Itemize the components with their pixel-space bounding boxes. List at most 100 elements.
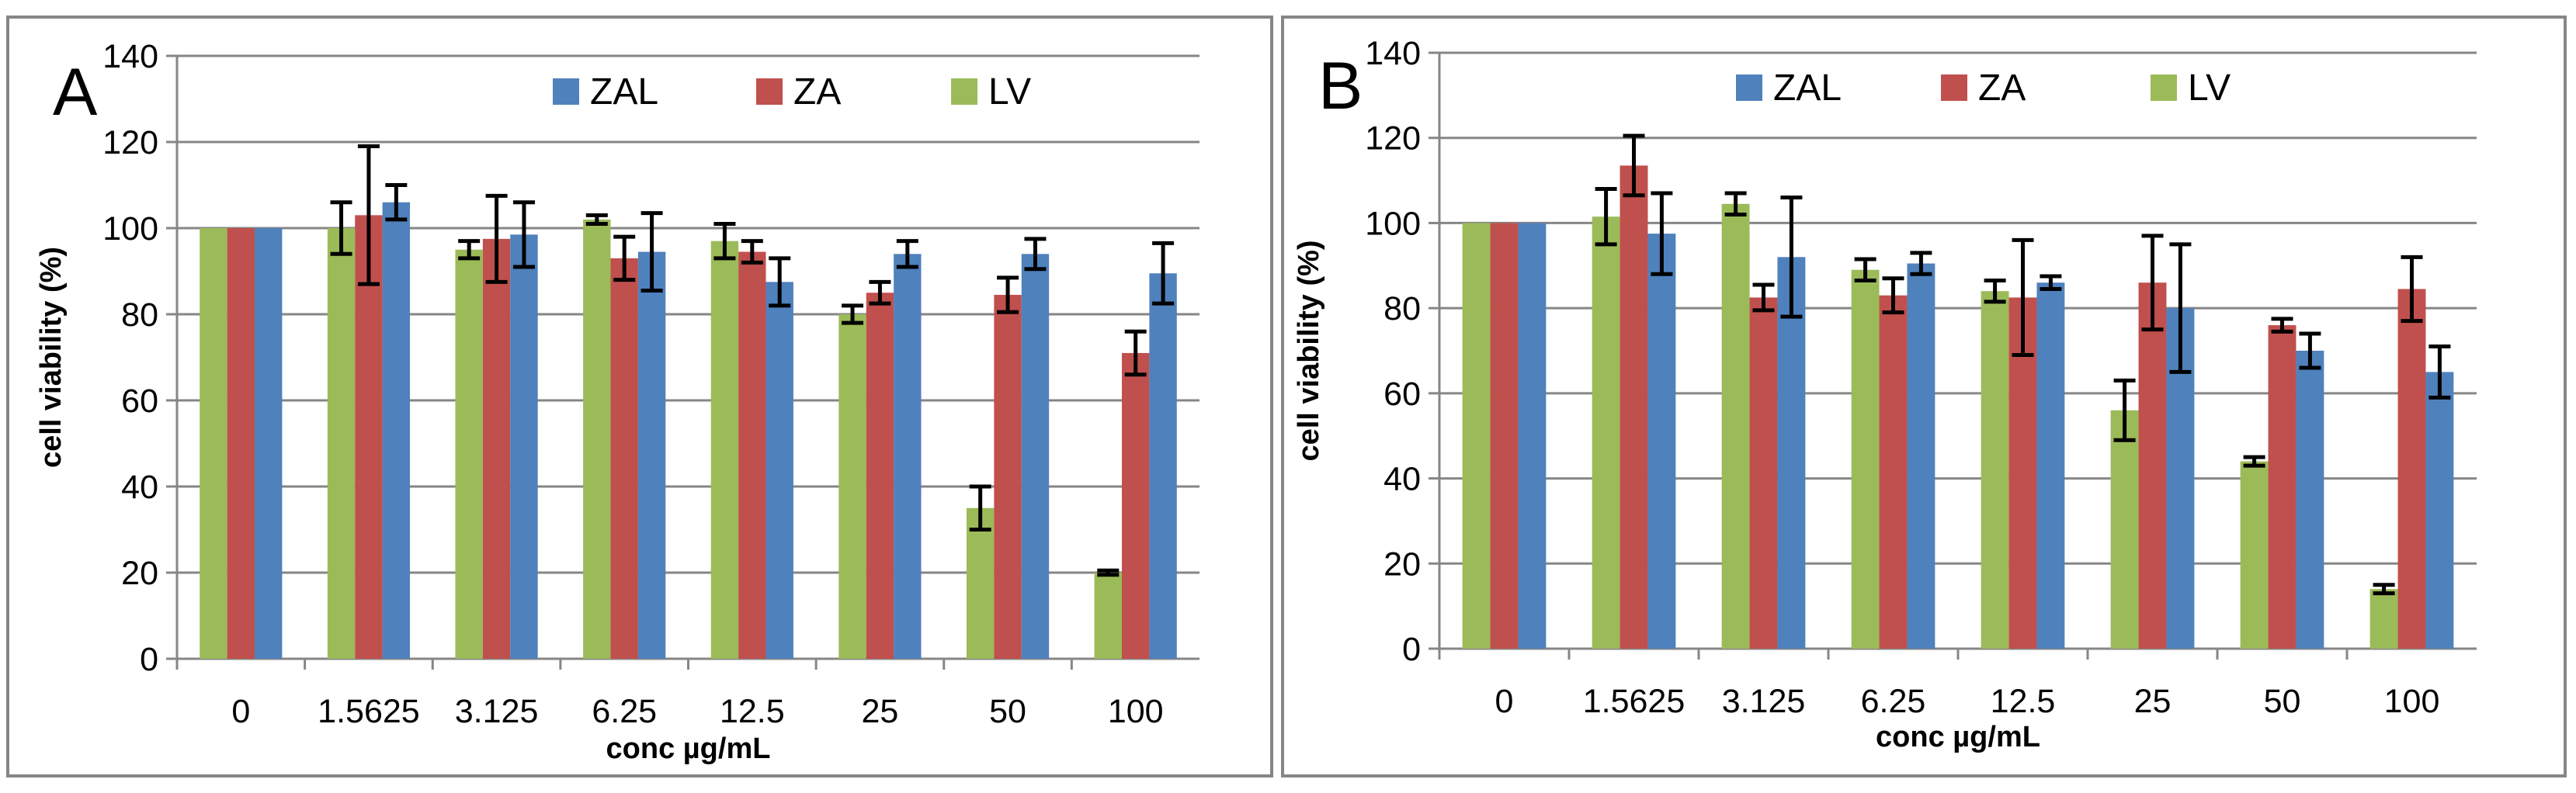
y-tick-label: 40 (121, 469, 158, 506)
error-bar-lv (1595, 187, 1617, 247)
bar-lv (1462, 223, 1491, 649)
x-tick-label: 3.125 (1722, 683, 1806, 720)
bar-lv (1094, 573, 1122, 659)
x-axis-title: conc µg/mL (1876, 721, 2040, 753)
x-tick-label: 50 (989, 693, 1026, 730)
bar-lv (2110, 410, 2139, 649)
error-bar-zal (512, 200, 535, 269)
x-tick-label: 3.125 (455, 693, 539, 730)
y-tick-label: 100 (102, 210, 158, 248)
x-tick-label: 0 (231, 693, 250, 730)
legend-label-za: ZA (1978, 68, 2026, 109)
panel-label: B (1318, 49, 1363, 123)
error-bar-zal (1651, 191, 1673, 276)
y-axis-title: cell viability (%) (1293, 240, 1325, 461)
bar-zal (2296, 351, 2324, 649)
bar-za (1121, 352, 1150, 659)
error-bar-zal (2040, 274, 2062, 291)
chart-panel-b: 0 20 40 60 80 100 120 140 0 1.5625 3.125 6.25 12.5 25… (1281, 16, 2567, 777)
panel-label: A (53, 55, 98, 130)
legend-label-zal: ZAL (1773, 68, 1842, 109)
bar-lv (710, 241, 739, 659)
error-bar-za (1124, 329, 1147, 377)
x-tick-label: 1.5625 (1583, 683, 1686, 720)
bar-zal (1907, 263, 1935, 649)
error-bar-lv (458, 239, 481, 261)
bar-lv (966, 507, 995, 659)
x-tick-label: 1.5625 (318, 693, 420, 730)
legend-label-zal: ZAL (590, 71, 658, 113)
error-bar-zal (769, 256, 791, 308)
y-tick-label: 80 (1383, 290, 1421, 327)
y-tick-label: 60 (1383, 376, 1421, 413)
bar-zal (1647, 234, 1676, 649)
error-bar-lv (842, 303, 864, 325)
bar-zal (2036, 282, 2065, 649)
error-bar-zal (385, 183, 408, 222)
error-bar-za (2401, 255, 2423, 324)
bar-za (355, 215, 383, 660)
error-bar-lv (1854, 257, 1876, 282)
legend-swatch-za (756, 78, 783, 105)
error-bar-lv (1724, 191, 1747, 216)
error-bar-lv (1984, 278, 2006, 304)
y-tick-label: 60 (121, 383, 158, 420)
error-bar-lv (1097, 568, 1120, 577)
bar-lv (327, 228, 356, 659)
error-bar-za (485, 193, 508, 284)
error-bar-lv (969, 484, 991, 532)
bar-za (482, 238, 511, 659)
error-bar-za (613, 234, 636, 282)
x-tick-label: 0 (1495, 683, 1514, 720)
error-bar-za (2271, 317, 2293, 334)
error-bar-lv (2113, 378, 2136, 442)
x-tick-label: 100 (2384, 683, 2440, 720)
y-tick-label: 20 (121, 555, 158, 592)
bar-lv (1721, 203, 1750, 649)
y-tick-label: 40 (1383, 461, 1421, 498)
legend-label-lv: LV (988, 71, 1031, 113)
x-axis-title: conc µg/mL (606, 732, 771, 765)
bar-za (610, 258, 638, 660)
x-tick-label: 6.25 (1861, 683, 1926, 720)
x-tick-label: 100 (1108, 693, 1164, 730)
bar-lv (1981, 291, 2009, 649)
error-bar-lv (585, 213, 608, 226)
error-bar-za (869, 279, 891, 306)
bar-lv (2369, 589, 2398, 649)
x-tick-label: 25 (862, 693, 899, 730)
error-bar-zal (641, 211, 663, 293)
legend-swatch-zal (553, 78, 579, 105)
error-bar-za (2141, 234, 2164, 332)
bar-za (227, 228, 255, 659)
legend-swatch-za (1941, 74, 1967, 101)
error-bar-zal (1780, 196, 1803, 319)
bar-lv (455, 249, 483, 659)
error-bar-lv (2243, 455, 2265, 468)
bar-lv (1592, 216, 1620, 649)
y-tick-label: 120 (102, 124, 158, 161)
legend-swatch-zal (1736, 74, 1762, 101)
x-tick-label: 12.5 (1991, 683, 2056, 720)
bar-lv (583, 219, 611, 659)
chart-panel-a: 0 20 40 60 80 100 120 140 0 1.5625 3.125 6.25 12.5 25… (6, 16, 1273, 777)
bar-za (2397, 289, 2426, 649)
error-bar-zal (2428, 345, 2451, 400)
error-bar-zal (1910, 251, 1932, 276)
error-bar-za (2012, 237, 2034, 357)
bar-zal (255, 228, 283, 659)
bar-lv (200, 228, 227, 659)
bar-zal (1021, 254, 1050, 659)
error-bar-za (997, 275, 1019, 314)
x-tick-label: 6.25 (592, 693, 657, 730)
error-bar-zal (2169, 242, 2192, 374)
bar-zal (766, 282, 793, 659)
bar-za (866, 293, 894, 659)
x-tick-label: 12.5 (720, 693, 785, 730)
x-tick-label: 50 (2264, 683, 2301, 720)
legend-swatch-lv (951, 78, 977, 105)
y-tick-label: 120 (1365, 120, 1421, 158)
bar-zal (1518, 223, 1547, 649)
bar-zal (894, 254, 922, 659)
